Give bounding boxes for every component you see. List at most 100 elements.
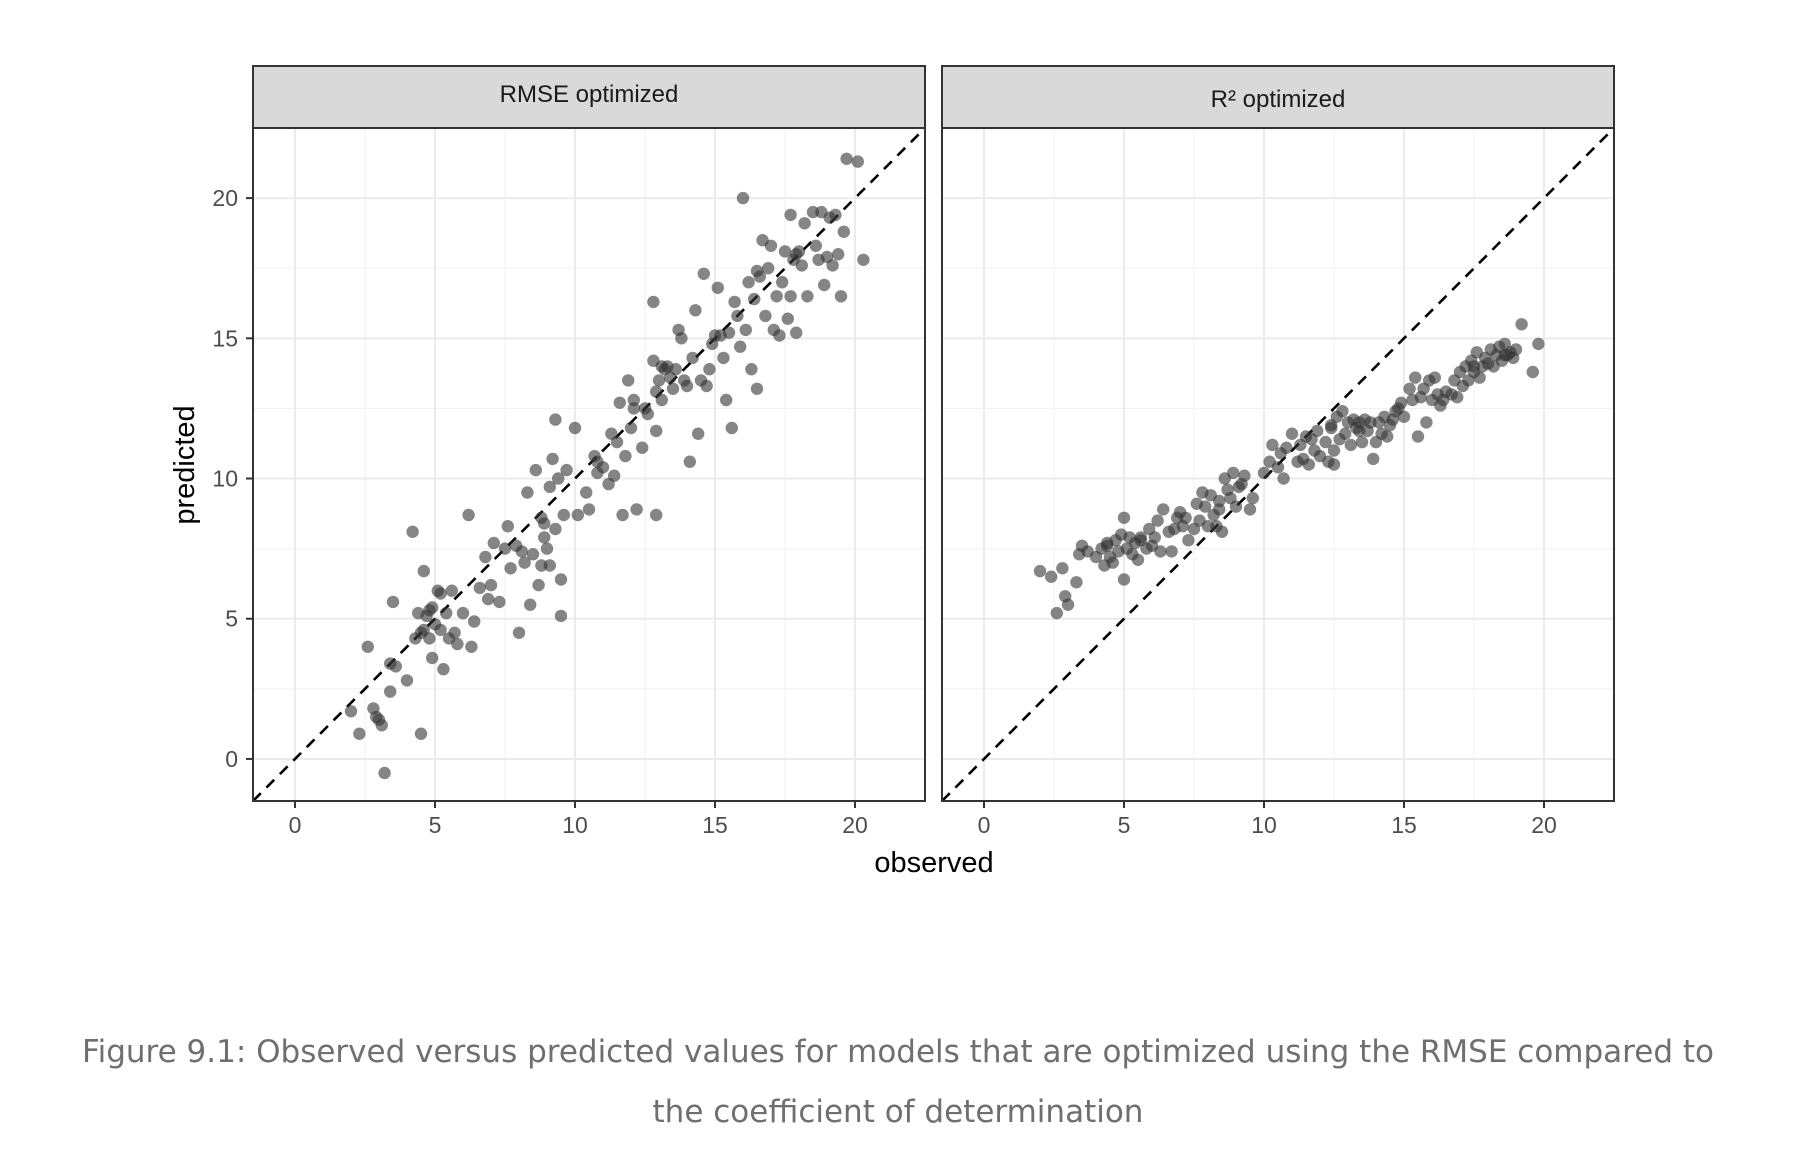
data-point: [1325, 421, 1338, 435]
data-point: [692, 427, 705, 440]
data-point: [655, 393, 668, 407]
data-point: [543, 559, 556, 572]
data-point: [627, 402, 640, 415]
data-point: [1117, 573, 1131, 586]
data-point: [426, 651, 439, 665]
data-point: [552, 472, 565, 485]
data-point: [764, 239, 778, 252]
data-point: [1257, 466, 1271, 480]
data-point: [1277, 472, 1290, 485]
data-point: [456, 606, 470, 620]
data-point: [1526, 365, 1540, 379]
data-point: [1134, 534, 1148, 547]
data-point: [725, 421, 738, 435]
data-point: [834, 290, 848, 303]
data-point: [1409, 371, 1422, 384]
data-point: [504, 562, 517, 575]
data-point: [1280, 441, 1293, 454]
data-point: [1389, 405, 1402, 418]
data-point: [1327, 458, 1341, 471]
data-point: [568, 421, 582, 435]
data-point: [526, 548, 540, 561]
strip-background: [941, 65, 1615, 129]
data-point: [613, 396, 626, 409]
data-point: [1215, 525, 1229, 538]
data-point: [669, 363, 682, 376]
data-point: [524, 598, 537, 611]
data-point: [686, 351, 699, 365]
data-point: [1227, 466, 1240, 480]
data-point: [680, 379, 694, 393]
data-point: [832, 248, 845, 261]
strip-label-rmse: RMSE optimized: [500, 81, 679, 108]
data-point: [809, 239, 822, 252]
data-point: [518, 556, 531, 569]
data-point: [750, 382, 764, 395]
data-point: [1327, 444, 1341, 457]
data-point: [384, 685, 397, 698]
data-point: [818, 278, 831, 292]
data-point: [1451, 391, 1464, 404]
data-point: [776, 276, 789, 289]
data-point: [1428, 371, 1442, 384]
data-point: [1353, 424, 1366, 438]
data-point: [1498, 348, 1512, 362]
data-point: [745, 363, 758, 376]
data-point: [778, 245, 792, 258]
data-point: [473, 581, 486, 595]
strip-label-r2: R² optimized: [1211, 86, 1346, 113]
data-point: [703, 363, 716, 376]
data-point: [1154, 545, 1167, 558]
data-point: [344, 705, 358, 718]
data-point: [434, 587, 447, 600]
data-point: [1515, 318, 1528, 331]
x-tick-label: 20: [842, 812, 868, 838]
data-point: [1403, 382, 1416, 395]
data-point: [636, 441, 649, 454]
x-tick-label: 5: [429, 812, 442, 838]
data-point: [1411, 430, 1425, 443]
reference-line-y-equals-x: [252, 127, 926, 802]
data-point: [697, 267, 710, 280]
data-point: [1033, 564, 1047, 578]
panel-r2-optimized: R² optimized 0 5 10 15 20: [941, 65, 1615, 838]
data-point: [512, 626, 526, 639]
data-point: [1045, 570, 1058, 583]
data-point: [798, 217, 811, 230]
data-point: [549, 522, 562, 536]
data-point: [840, 152, 853, 165]
plot-area-border: [941, 127, 1615, 802]
data-point: [801, 290, 814, 303]
data-point: [465, 640, 478, 653]
x-tick-label: 10: [562, 812, 588, 838]
strip-background: [252, 65, 926, 129]
data-point: [619, 449, 632, 463]
data-point: [1157, 503, 1170, 516]
data-point: [414, 727, 428, 740]
data-point: [538, 531, 551, 544]
data-point: [462, 508, 475, 522]
data-point: [549, 413, 562, 426]
data-point: [857, 253, 870, 266]
data-point: [650, 424, 663, 438]
data-point: [400, 674, 414, 687]
panel-rmse-optimized: RMSE optimized 0 5 10 15 20: [252, 65, 926, 838]
data-point: [1355, 435, 1369, 449]
y-axis-title: predicted: [169, 405, 201, 524]
data-point: [762, 262, 775, 275]
data-point: [582, 503, 596, 516]
data-point: [423, 604, 436, 617]
data-point: [538, 517, 551, 530]
data-point: [487, 536, 500, 550]
data-point: [554, 573, 568, 586]
data-point: [498, 542, 512, 555]
data-point: [1420, 416, 1433, 429]
data-point: [521, 486, 534, 499]
data-point: [417, 564, 430, 578]
data-point: [736, 191, 750, 205]
data-point: [1473, 371, 1486, 384]
data-point: [546, 452, 559, 466]
data-point: [790, 248, 803, 261]
data-point: [770, 290, 783, 303]
